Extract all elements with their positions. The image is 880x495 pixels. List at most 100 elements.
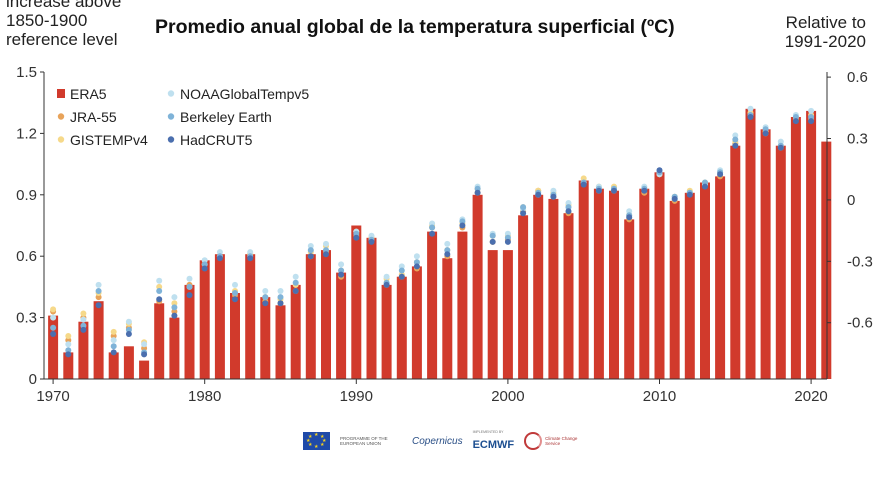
copernicus-wordmark: opernicus: [419, 435, 463, 447]
dot-hadcrut5-1999: [489, 238, 496, 245]
dot-noaaglobaltempv5-1991: [368, 232, 375, 239]
left-note-line-2: 1850-1900: [6, 11, 88, 30]
dot-hadcrut5-1988: [323, 251, 329, 258]
dot-noaaglobaltempv5-1972: [80, 316, 87, 323]
bar-1980: [199, 260, 210, 379]
dot-gistempv4-2005: [580, 175, 587, 182]
dot-hadcrut5-1986: [292, 288, 299, 294]
bar-1979: [184, 284, 195, 379]
ecmwf-logo: IMPLEMENTED BY ECMWF: [473, 430, 515, 453]
bar-1971: [63, 352, 74, 379]
dot-noaaglobaltempv5-1974: [110, 337, 117, 344]
dot-hadcrut5-2012: [686, 191, 693, 198]
dot-noaaglobaltempv5-1988: [323, 240, 329, 247]
legend-swatch-hadcrut5: [167, 136, 175, 143]
bar-1991: [366, 237, 377, 379]
dot-hadcrut5-2018: [777, 144, 784, 151]
dot-jra-55-1976: [141, 345, 148, 352]
dot-hadcrut5-2019: [792, 118, 799, 125]
dot-berkeley-earth-2013: [702, 179, 708, 186]
dot-berkeley-earth-1989: [338, 267, 345, 274]
y2-tick-label-0.3: 0.3: [847, 131, 868, 148]
bar-2000: [502, 250, 513, 379]
dot-berkeley-earth-2015: [732, 136, 739, 143]
dot-hadcrut5-1989: [338, 271, 345, 278]
bar-1970: [48, 315, 59, 379]
bar-2016: [745, 108, 756, 380]
dot-noaaglobaltempv5-2018: [777, 138, 784, 145]
dot-berkeley-earth-1973: [95, 288, 102, 294]
legend-swatch-jra-55: [57, 113, 65, 120]
bar-1996: [442, 258, 453, 379]
dot-hadcrut5-1979: [186, 292, 193, 299]
dot-noaaglobaltempv5-1992: [383, 273, 390, 280]
dot-hadcrut5-2009: [641, 187, 648, 194]
bar-1975: [123, 346, 134, 379]
dot-berkeley-earth-1972: [80, 322, 87, 329]
dot-berkeley-earth-1985: [277, 294, 284, 301]
copernicus-logo: Copernicus: [412, 435, 463, 447]
dot-jra-55-1978: [171, 308, 178, 315]
dot-noaaglobaltempv5-1978: [171, 294, 178, 301]
bar-1989: [336, 272, 347, 379]
dot-hadcrut5-1976: [141, 351, 148, 358]
dot-berkeley-earth-1984: [262, 294, 269, 301]
bar-1982: [230, 293, 240, 379]
left-note-line-3: reference level: [6, 30, 118, 49]
c3s-logo: Climate Change Service: [524, 432, 579, 450]
chart-title: Promedio anual global de la temperatura …: [155, 16, 675, 38]
dot-noaaglobaltempv5-1981: [216, 249, 223, 256]
dot-noaaglobaltempv5-1983: [247, 249, 254, 256]
bar-1993: [396, 276, 407, 379]
dot-berkeley-earth-1974: [110, 343, 117, 350]
legend-swatch-gistempv4: [57, 136, 65, 143]
dot-berkeley-earth-1978: [171, 304, 178, 311]
legend-swatch-era5: [57, 89, 65, 98]
dot-noaaglobaltempv5-1979: [186, 275, 193, 282]
y-tick-label-1.2: 1.2: [16, 125, 37, 142]
dot-berkeley-earth-1994: [413, 259, 420, 266]
dot-hadcrut5-2005: [580, 181, 587, 188]
dot-gistempv4-1971: [65, 333, 72, 339]
dot-berkeley-earth-1979: [186, 283, 193, 290]
dot-hadcrut5-2010: [656, 167, 663, 174]
dot-hadcrut5-1972: [80, 326, 87, 333]
bar-2003: [548, 198, 559, 379]
x-tick-label-2020: 2020: [794, 388, 827, 405]
dot-noaaglobaltempv5-2004: [565, 200, 572, 206]
dot-noaaglobaltempv5-2008: [626, 208, 633, 215]
y2-tick-label-0: 0: [847, 192, 855, 209]
dot-berkeley-earth-1977: [156, 288, 163, 294]
dot-hadcrut5-1987: [307, 253, 314, 260]
dot-noaaglobaltempv5-2016: [747, 105, 754, 112]
dot-noaaglobaltempv5-1976: [141, 341, 148, 348]
bar-2009: [639, 188, 650, 379]
dot-hadcrut5-1983: [247, 255, 254, 262]
bar-1976: [139, 360, 150, 379]
dot-berkeley-earth-2020: [808, 114, 815, 120]
dot-noaaglobaltempv5-1973: [95, 281, 102, 288]
bar-1998: [472, 194, 483, 379]
bar-1981: [214, 254, 225, 379]
dot-noaaglobaltempv5-1970: [50, 314, 57, 321]
dot-hadcrut5-1980: [201, 265, 208, 272]
bar-1995: [427, 231, 438, 379]
dot-noaaglobaltempv5-2000: [504, 230, 511, 237]
axes-layer: 0 0.3 0.6 0.9 1.2 1.5 -0.6 -0.3 0 0.3 0.6 1970 1980 1…: [16, 64, 873, 405]
dot-berkeley-earth-2019: [792, 114, 799, 120]
x-tick-label-2000: 2000: [491, 388, 524, 405]
bar-2013: [700, 182, 710, 379]
dot-noaaglobaltempv5-2020: [808, 107, 815, 114]
ecmwf-implemented-text: IMPLEMENTED BY: [472, 429, 504, 434]
y-tick-label-1.5: 1.5: [16, 64, 37, 81]
bar-2002: [533, 194, 544, 379]
bar-1984: [260, 297, 271, 379]
bar-1973: [93, 301, 104, 379]
dot-berkeley-earth-1988: [323, 247, 329, 254]
bar-1988: [321, 250, 331, 379]
dot-gistempv4-1970: [50, 306, 57, 313]
y-tick-label-0: 0: [29, 371, 37, 388]
c3s-text: Climate Change Service: [545, 435, 578, 447]
dot-berkeley-earth-2000: [504, 234, 511, 241]
bar-2019: [790, 117, 801, 379]
